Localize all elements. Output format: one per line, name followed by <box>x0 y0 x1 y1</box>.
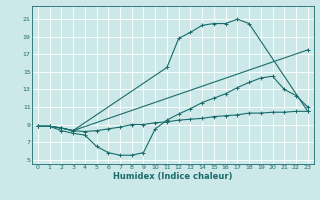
X-axis label: Humidex (Indice chaleur): Humidex (Indice chaleur) <box>113 172 233 181</box>
